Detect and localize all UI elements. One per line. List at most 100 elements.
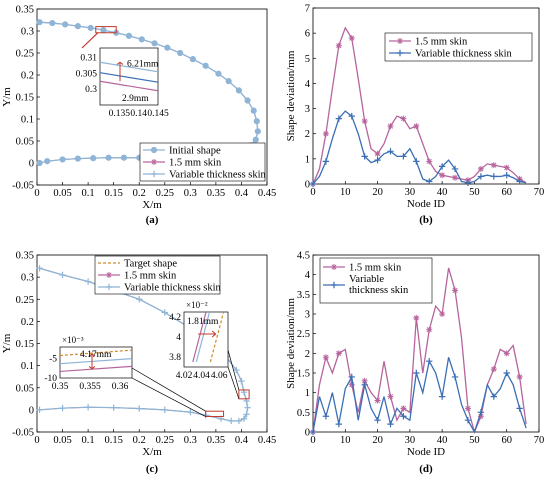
data-point bbox=[361, 118, 368, 125]
y-tick-label: 0.05 bbox=[16, 137, 34, 148]
data-point bbox=[254, 128, 261, 135]
annotation-6.21mm: 6.21mm bbox=[127, 59, 159, 69]
x-tick-label: 0.1 bbox=[82, 435, 95, 446]
dimension-arrow bbox=[198, 330, 217, 338]
x-tick-label: 0 bbox=[34, 435, 39, 446]
data-point bbox=[426, 178, 433, 185]
data-point bbox=[490, 393, 497, 400]
y-tick-label: 0.3 bbox=[21, 273, 34, 284]
data-point bbox=[244, 97, 251, 104]
data-point bbox=[322, 413, 330, 420]
inset-x-tick-label: 0.36 bbox=[112, 382, 129, 392]
inset-y-tick-label: 0.305 bbox=[76, 69, 98, 79]
data-point bbox=[136, 405, 143, 412]
legend-marker bbox=[331, 264, 337, 270]
data-point bbox=[177, 49, 184, 57]
y-tick-label: 0.2 bbox=[21, 317, 34, 328]
data-point bbox=[374, 397, 381, 404]
y-tick-label: 0.25 bbox=[16, 295, 34, 306]
y-tick-label: 3 bbox=[305, 104, 310, 115]
x-axis-label: Node ID bbox=[407, 446, 445, 458]
x-tick-label: 0.3 bbox=[184, 188, 197, 199]
legend-entry: Variable thickness skin bbox=[415, 49, 513, 60]
y-axis-label: Y/m bbox=[1, 87, 13, 107]
legend-marker bbox=[106, 272, 112, 278]
legend-marker bbox=[396, 49, 404, 57]
data-point bbox=[451, 165, 459, 173]
data-point bbox=[374, 150, 381, 157]
data-point bbox=[426, 358, 433, 365]
data-point bbox=[348, 112, 355, 120]
data-point bbox=[503, 369, 510, 377]
inset-y-tick-label: -5 bbox=[49, 355, 57, 365]
inset-line bbox=[59, 349, 133, 357]
x-tick-label: 0.35 bbox=[207, 435, 225, 446]
data-point bbox=[477, 165, 484, 172]
data-point bbox=[253, 118, 260, 125]
data-point bbox=[136, 296, 143, 303]
y-axis-label: Shape deviation/mm bbox=[285, 50, 297, 141]
data-point bbox=[189, 56, 196, 63]
inset-line bbox=[192, 311, 207, 363]
legend-box bbox=[384, 32, 533, 62]
data-point bbox=[100, 27, 107, 34]
zoom-box bbox=[238, 389, 250, 400]
y-tick-label: 0.05 bbox=[16, 383, 34, 394]
x-tick-label: 0.15 bbox=[104, 435, 122, 446]
data-point bbox=[161, 406, 168, 414]
y-tick-label: 0 bbox=[305, 428, 310, 439]
data-point bbox=[361, 153, 368, 160]
x-tick-label: 0 bbox=[310, 187, 315, 198]
zoom-connector bbox=[131, 367, 206, 412]
y-tick-label: 7 bbox=[305, 4, 310, 15]
data-point bbox=[413, 158, 420, 165]
data-point bbox=[90, 155, 97, 162]
inset-x-tick-label: 4.06 bbox=[211, 371, 228, 381]
series-line bbox=[312, 26, 527, 185]
series-line bbox=[312, 267, 527, 435]
data-point bbox=[374, 417, 381, 424]
x-tick-label: 50 bbox=[469, 187, 480, 198]
x-tick-label: 40 bbox=[437, 187, 448, 198]
data-point bbox=[335, 42, 342, 49]
inset-line bbox=[99, 72, 159, 83]
data-point bbox=[74, 155, 81, 162]
x-tick-label: 0.35 bbox=[207, 188, 225, 199]
x-tick-label: 0.25 bbox=[156, 188, 174, 199]
data-point bbox=[252, 136, 259, 143]
data-point bbox=[36, 159, 43, 167]
y-tick-label: 4 bbox=[305, 270, 311, 281]
data-point bbox=[439, 172, 446, 179]
x-tick-label: 0.45 bbox=[258, 188, 276, 199]
legend-entry: 1.5 mm skin bbox=[169, 158, 222, 169]
inset-x-tick-label: 0.145 bbox=[147, 109, 169, 119]
data-point bbox=[138, 36, 145, 43]
inset-x-tick-label: 0.35 bbox=[52, 382, 69, 392]
legend-entry-line: Variable bbox=[349, 274, 384, 285]
data-point bbox=[125, 32, 133, 39]
data-point bbox=[516, 405, 523, 412]
plot-frame bbox=[312, 254, 540, 433]
zoom-box bbox=[205, 410, 225, 418]
data-point bbox=[59, 156, 66, 163]
legend-marker bbox=[151, 159, 157, 165]
y-tick-label: 2.5 bbox=[297, 329, 310, 340]
panel-caption: (b) bbox=[419, 214, 433, 226]
y-axis-label: Shape deviation/mm bbox=[285, 298, 297, 389]
x-tick-label: 40 bbox=[437, 435, 448, 446]
legend-entry: Variable thickness skin bbox=[169, 170, 267, 181]
panel-caption: (c) bbox=[146, 463, 159, 475]
data-point bbox=[335, 420, 343, 428]
x-tick-label: 0.1 bbox=[82, 188, 95, 199]
legend-entry: 1.5 mm skin bbox=[349, 263, 402, 274]
y-tick-label: 5 bbox=[305, 54, 310, 65]
data-point bbox=[36, 265, 43, 272]
inset-scale-label: ×10⁻³ bbox=[62, 335, 84, 345]
data-point bbox=[309, 428, 317, 436]
legend-entry: Variable thickness skin bbox=[349, 274, 409, 296]
data-point bbox=[74, 23, 81, 30]
y-tick-label: 3.5 bbox=[297, 290, 310, 301]
data-point bbox=[361, 381, 368, 388]
data-point bbox=[59, 404, 66, 412]
data-point bbox=[215, 70, 222, 77]
